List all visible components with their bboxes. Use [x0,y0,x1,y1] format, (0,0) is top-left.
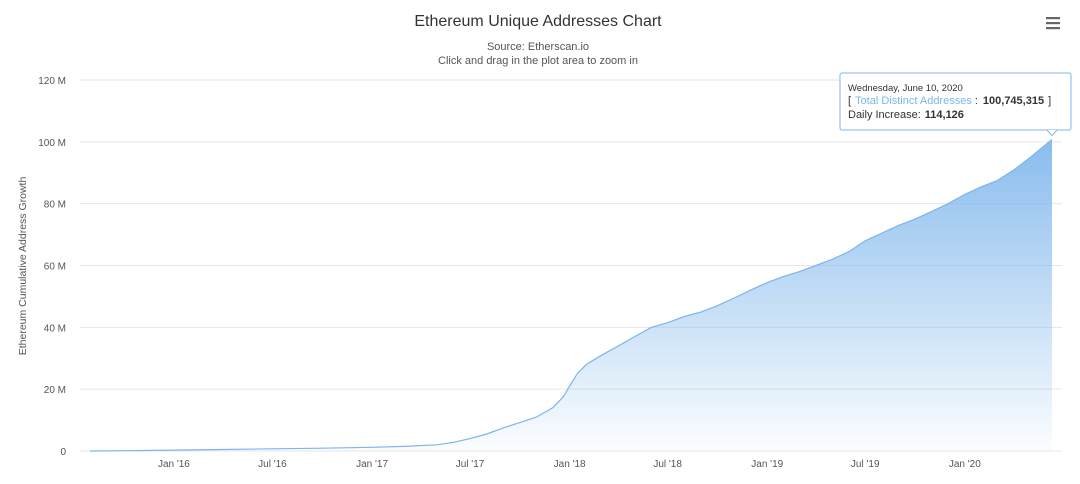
tooltip-daily-line: Daily Increase: 114,126 [848,109,964,121]
tooltip-pointer [1046,129,1058,137]
y-tick-label: 120 M [38,76,66,87]
chart-subtitle-source: Source: Etherscan.io [487,41,589,53]
x-tick-label: Jul '16 [258,459,287,470]
x-tick-label: Jan '18 [554,459,586,470]
tooltip-box [839,72,1072,131]
tooltip-series-line: [ Total Distinct Addresses:100,745,315] [848,95,1051,107]
tooltip-bracket-open: [ [848,95,851,107]
x-tick-label: Jul '19 [851,459,880,470]
x-tick-label: Jul '18 [653,459,682,470]
tooltip-daily-value: 114,126 [925,109,964,121]
y-tick-label: 80 M [44,200,66,211]
x-tick-label: Jan '17 [356,459,388,470]
area-fill [90,139,1052,451]
x-tick-label: Jan '19 [751,459,783,470]
y-tick-label: 20 M [44,385,66,396]
tooltip-daily-label: Daily Increase: [848,109,921,121]
tooltip-bracket-close: ] [1048,95,1051,107]
y-tick-label: 0 [60,447,66,458]
tooltip-series-name: Total Distinct Addresses [855,95,972,107]
hamburger-menu-icon[interactable] [1042,14,1064,34]
tooltip: Wednesday, June 10, 2020 [ Total Distinct… [839,72,1072,137]
series-line [89,139,1053,452]
tooltip-value: 100,745,315 [983,95,1044,107]
y-tick-label: 40 M [44,323,66,334]
x-tick-label: Jan '20 [949,459,981,470]
tooltip-date: Wednesday, June 10, 2020 [848,83,963,94]
y-axis-ticks: 0 20 M 40 M 60 M 80 M 100 M 120 M [38,76,66,458]
x-axis-ticks: Jan '16 Jul '16 Jan '17 Jul '17 Jan '18 Jul '… [158,459,981,470]
y-tick-label: 60 M [44,262,66,273]
x-tick-label: Jan '16 [158,459,190,470]
chart-subtitle-hint: Click and drag in the plot area to zoom … [438,55,638,67]
series-total-distinct-addresses[interactable] [89,139,1053,452]
chart-title: Ethereum Unique Addresses Chart [414,13,662,30]
y-axis-label: Ethereum Cumulative Address Growth [17,177,29,356]
tooltip-separator: : [975,95,978,107]
x-tick-label: Jul '17 [456,459,485,470]
grid-lines [80,79,1062,452]
y-tick-label: 100 M [38,138,66,149]
